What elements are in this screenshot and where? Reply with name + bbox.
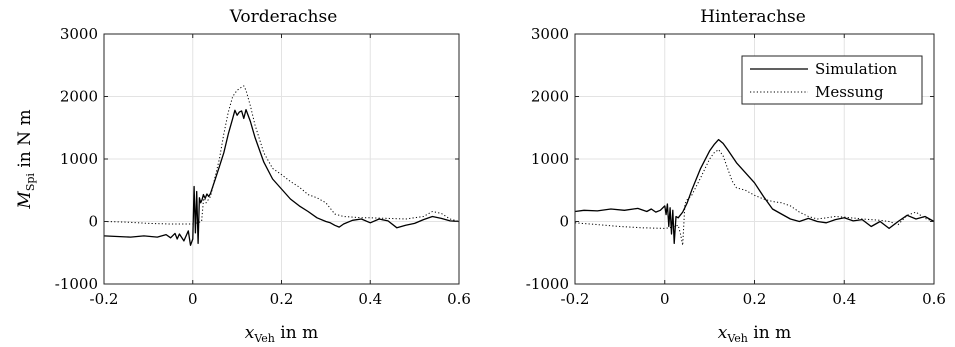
panel1-y-tick-label: 2000 [60,88,98,106]
panel1-x-tick-label: 0.2 [270,290,294,308]
panel2-y-tick-label: 0 [559,213,569,231]
panel1-y-tick-label: 1000 [60,150,98,168]
panel2-x-tick-label: 0.2 [743,290,767,308]
panel1-x-tick-label: 0 [188,290,198,308]
panel1-y-axis-label: MSpi in N m [15,109,37,209]
panel1-series-simulation-line [103,108,460,246]
panel1-x-tick-label: -0.2 [90,290,119,308]
panel2-y-tick-label: 3000 [531,25,569,43]
legend-simulation-label: Simulation [815,60,898,78]
panel1-x-tick-label: 0.6 [447,290,471,308]
panel2-y-tick-label: 2000 [531,88,569,106]
panel2-series-messung-line [574,149,935,246]
panel2-x-axis-label: xVeh in m [718,323,791,345]
panel2-y-tick-label: 1000 [531,150,569,168]
legend: Simulation Messung [741,55,923,105]
panel1-x-tick-label: 0.4 [358,290,382,308]
panel2-y-tick-label: -1000 [526,275,569,293]
panel1-x-axis-label: xVeh in m [245,323,318,345]
legend-messung-label: Messung [815,83,884,101]
panel1-y-tick-label: -1000 [55,275,98,293]
panel2-x-tick-label: 0 [660,290,670,308]
panel1-y-tick-label: 0 [88,213,98,231]
panel-hinterachse: Hinterachse -0.2 0 0.2 0.4 0.6 -1000 0 1000 2000… [526,7,946,345]
panel1-series-messung-line [103,85,460,225]
panel2-x-tick-label: -0.2 [561,290,590,308]
panel1-y-tick-label: 3000 [60,25,98,43]
legend-box [741,55,923,105]
panel2-x-tick-label: 0.6 [922,290,946,308]
panel1-title: Vorderachse [229,7,338,27]
panel2-x-tick-label: 0.4 [832,290,856,308]
panel2-series-simulation-line [574,138,935,245]
panel2-title: Hinterachse [700,7,806,27]
panel-vorderachse: Vorderachse -0.2 0 0.2 0.4 0.6 -1000 0 1000 2000… [15,7,471,345]
